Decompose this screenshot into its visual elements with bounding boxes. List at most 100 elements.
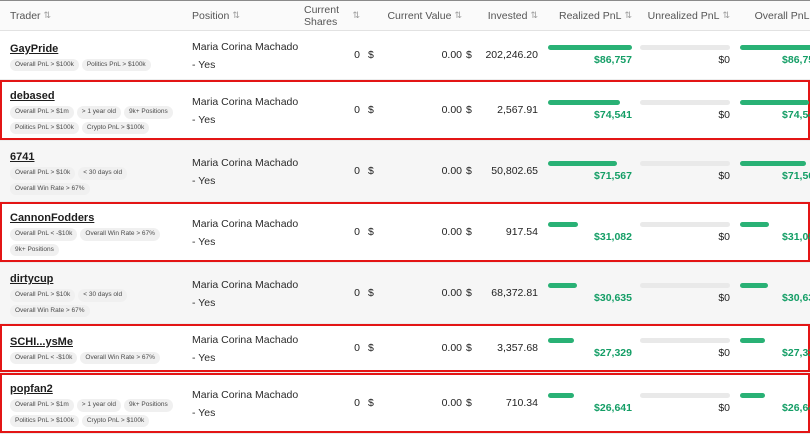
- trader-badge: Overall Win Rate > 67%: [10, 304, 90, 317]
- unrealized-pnl-cell: $0: [640, 44, 730, 66]
- sort-icon: ⇅: [722, 10, 730, 20]
- col-header-trader[interactable]: Trader ⇅: [0, 10, 192, 22]
- col-header-realized-pnl[interactable]: Realized PnL ⇅: [548, 10, 632, 22]
- table-row[interactable]: GayPride Overall PnL > $100k Politics PnL…: [0, 31, 810, 80]
- currency-symbol: $: [466, 165, 472, 177]
- realized-pnl-bar-track: [548, 160, 632, 166]
- trader-badge: Overall PnL < -$10k: [10, 228, 78, 241]
- trader-link[interactable]: GayPride: [10, 42, 59, 55]
- current-value-cell: $ 0.00: [360, 287, 462, 299]
- trader-badges: Overall PnL > $1m > 1 year old 9k+ Positio…: [10, 106, 190, 134]
- trader-link[interactable]: dirtycup: [10, 273, 54, 285]
- overall-pnl-value: $86,757: [782, 53, 810, 66]
- current-shares-cell: 0: [304, 287, 360, 299]
- trader-link[interactable]: SCHI...ysMe: [10, 335, 73, 348]
- realized-pnl-cell: $71,567: [548, 160, 632, 182]
- trader-badge: Overall PnL > $10k: [10, 167, 76, 180]
- trader-link[interactable]: debased: [10, 90, 55, 102]
- table-header: Trader ⇅ Position ⇅ Current Shares ⇅ Cur…: [0, 1, 810, 31]
- position-cell: Maria Corina Machado - Yes: [192, 330, 304, 366]
- current-value-amount: 0.00: [441, 287, 462, 299]
- realized-pnl-value: $30,635: [594, 291, 632, 304]
- table-body: GayPride Overall PnL > $100k Politics PnL…: [0, 31, 810, 436]
- current-value-amount: 0.00: [441, 104, 462, 116]
- unrealized-pnl-cell: $0: [640, 160, 730, 182]
- position-text: Maria Corina Machado - Yes: [192, 157, 299, 187]
- unrealized-pnl-bar-track: [640, 44, 730, 50]
- current-shares-value: 0: [354, 287, 360, 299]
- table-row[interactable]: SCHI...ysMe Overall PnL < -$10k Overall W…: [0, 324, 810, 373]
- currency-symbol: $: [466, 342, 472, 354]
- col-header-current-shares[interactable]: Current Shares ⇅: [304, 4, 360, 28]
- realized-pnl-cell: $30,635: [548, 282, 632, 304]
- table-row[interactable]: dirtycup Overall PnL > $10k < 30 days old…: [0, 263, 810, 324]
- trader-badge: Politics PnL > $100k: [10, 121, 79, 134]
- trader-badge: 9k+ Positions: [123, 399, 173, 412]
- trader-badge: Politics PnL > $100k: [10, 414, 79, 427]
- current-shares-value: 0: [354, 226, 360, 238]
- overall-pnl-bar-track: [740, 44, 810, 50]
- currency-symbol: $: [466, 397, 472, 409]
- unrealized-pnl-bar-track: [640, 160, 730, 166]
- invested-cell: $ 917.54: [462, 226, 538, 238]
- realized-pnl-bar-track: [548, 221, 632, 227]
- realized-pnl-value: $26,641: [594, 401, 632, 414]
- trader-link[interactable]: 6741: [10, 151, 35, 163]
- current-shares-cell: 0: [304, 397, 360, 409]
- trader-badge: Overall PnL > $10k: [10, 289, 76, 302]
- trader-badge: Overall PnL < -$10k: [10, 351, 78, 365]
- table-row[interactable]: popfan2 Overall PnL > $1m > 1 year old 9k+…: [0, 373, 810, 434]
- invested-amount: 68,372.81: [491, 287, 538, 299]
- col-header-unrealized-pnl[interactable]: Unrealized PnL ⇅: [640, 10, 730, 22]
- overall-pnl-value: $31,082: [782, 230, 810, 243]
- overall-pnl-cell: $86,757: [740, 44, 810, 66]
- realized-pnl-value: $31,082: [594, 230, 632, 243]
- invested-amount: 50,802.65: [491, 165, 538, 177]
- col-header-current-value-label: Current Value: [387, 9, 452, 22]
- table-row[interactable]: 6741 Overall PnL > $10k < 30 days old Over…: [0, 141, 810, 202]
- trader-cell: popfan2 Overall PnL > $1m > 1 year old 9k+…: [0, 379, 192, 427]
- trader-badge: Overall Win Rate > 67%: [10, 182, 90, 195]
- table-row[interactable]: CannonFodders Overall PnL < -$10k Overall…: [0, 202, 810, 263]
- trader-badge: Crypto PnL > $100k: [81, 121, 150, 134]
- realized-pnl-bar: [548, 221, 579, 227]
- table-row[interactable]: debased Overall PnL > $1m > 1 year old 9k+…: [0, 80, 810, 141]
- currency-symbol: $: [368, 104, 374, 116]
- currency-symbol: $: [466, 226, 472, 238]
- unrealized-pnl-bar: [640, 282, 730, 288]
- current-shares-value: 0: [354, 342, 360, 354]
- col-header-realized-pnl-label: Realized PnL: [558, 9, 622, 22]
- currency-symbol: $: [368, 342, 374, 354]
- current-value-amount: 0.00: [441, 226, 462, 238]
- realized-pnl-bar-track: [548, 337, 632, 343]
- realized-pnl-bar: [548, 160, 617, 166]
- position-cell: Maria Corina Machado - Yes: [192, 92, 304, 128]
- col-header-overall-pnl[interactable]: Overall PnL ⇅: [740, 10, 810, 22]
- overall-pnl-bar-track: [740, 392, 810, 398]
- unrealized-pnl-value: $0: [718, 169, 730, 182]
- position-cell: Maria Corina Machado - Yes: [192, 275, 304, 311]
- col-header-position[interactable]: Position ⇅: [192, 10, 304, 22]
- invested-cell: $ 2,567.91: [462, 104, 538, 116]
- invested-cell: $ 68,372.81: [462, 287, 538, 299]
- invested-cell: $ 202,246.20: [462, 49, 538, 61]
- overall-pnl-value: $74,541: [782, 108, 810, 121]
- unrealized-pnl-bar: [640, 99, 730, 105]
- col-header-current-value[interactable]: Current Value ⇅: [360, 10, 462, 22]
- trader-link[interactable]: popfan2: [10, 383, 53, 395]
- current-shares-cell: 0: [304, 104, 360, 116]
- realized-pnl-cell: $31,082: [548, 221, 632, 243]
- currency-symbol: $: [368, 226, 374, 238]
- col-header-invested[interactable]: Invested ⇅: [462, 10, 538, 22]
- unrealized-pnl-bar-track: [640, 392, 730, 398]
- realized-pnl-cell: $27,329: [548, 337, 632, 359]
- currency-symbol: $: [466, 49, 472, 61]
- trader-link[interactable]: CannonFodders: [10, 212, 95, 224]
- trader-cell: debased Overall PnL > $1m > 1 year old 9k+…: [0, 86, 192, 134]
- overall-pnl-bar: [740, 44, 810, 50]
- table-row[interactable]: sbimbg Overall PnL > $10k9k+ Positions M…: [0, 434, 810, 436]
- unrealized-pnl-bar: [640, 337, 730, 343]
- sort-icon: ⇅: [624, 10, 632, 20]
- invested-cell: $ 3,357.68: [462, 342, 538, 354]
- overall-pnl-value: $26,641: [782, 401, 810, 414]
